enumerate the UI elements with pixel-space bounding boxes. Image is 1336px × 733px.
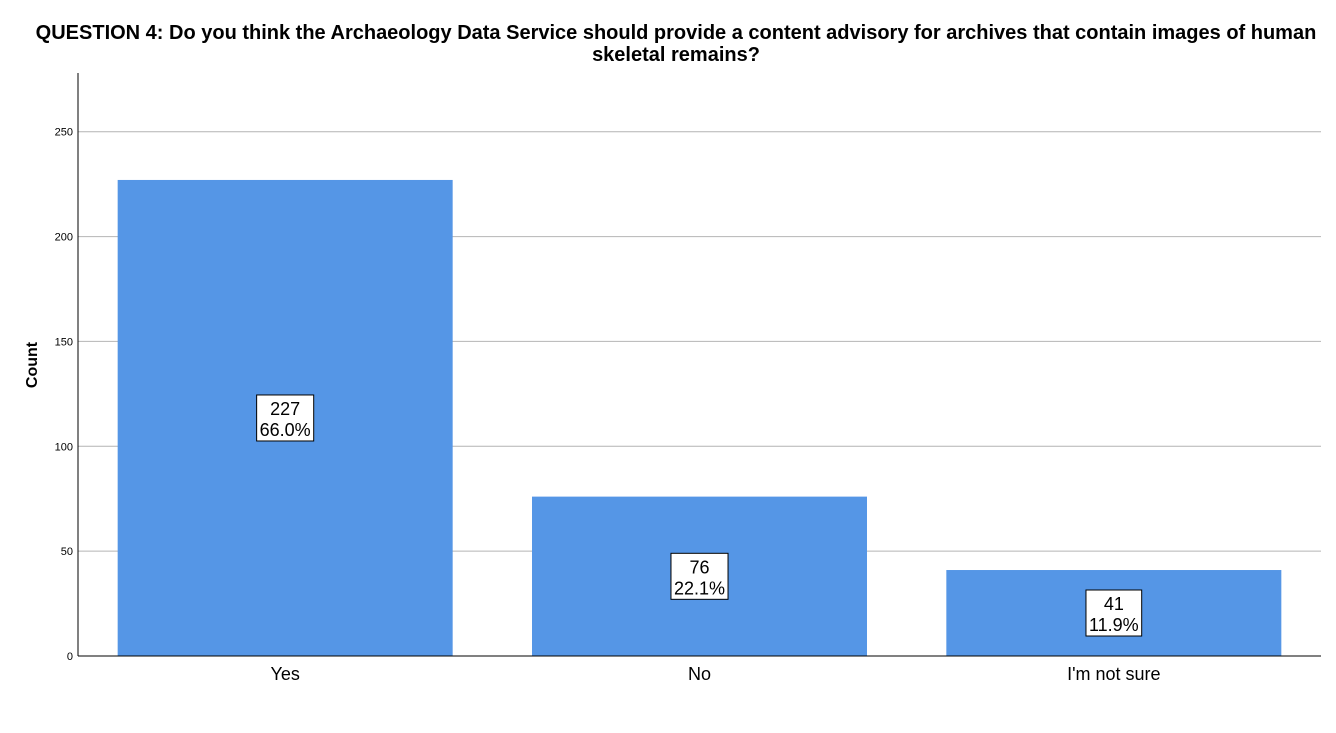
- x-tick-label: Yes: [270, 664, 299, 684]
- data-label-count: 41: [1104, 594, 1124, 614]
- data-label-percent: 11.9%: [1089, 615, 1139, 635]
- x-tick-labels: Yes No I'm not sure: [270, 664, 1160, 684]
- x-tick-label: No: [688, 664, 711, 684]
- y-tick-label: 150: [55, 336, 73, 348]
- data-label-count: 76: [689, 557, 709, 577]
- data-label-percent: 66.0%: [260, 420, 311, 440]
- data-label-box: [256, 394, 315, 442]
- y-tick-labels: 0 50 100 150 200 250: [55, 127, 73, 663]
- y-tick-label: 0: [67, 651, 73, 663]
- y-tick-label: 100: [55, 441, 73, 453]
- data-label-box: [670, 552, 729, 600]
- y-axis-label: Count: [24, 341, 41, 388]
- y-tick-label: 250: [55, 127, 73, 139]
- data-label-box: [1085, 589, 1143, 637]
- y-tick-label: 50: [61, 546, 73, 558]
- axes: [77, 73, 1321, 657]
- chart-title: QUESTION 4: Do you think the Archaeology…: [35, 22, 1317, 66]
- y-tick-label: 200: [55, 232, 73, 244]
- data-label-percent: 22.1%: [674, 578, 725, 598]
- data-label-count: 227: [270, 399, 300, 419]
- x-tick-label: I'm not sure: [1067, 664, 1160, 684]
